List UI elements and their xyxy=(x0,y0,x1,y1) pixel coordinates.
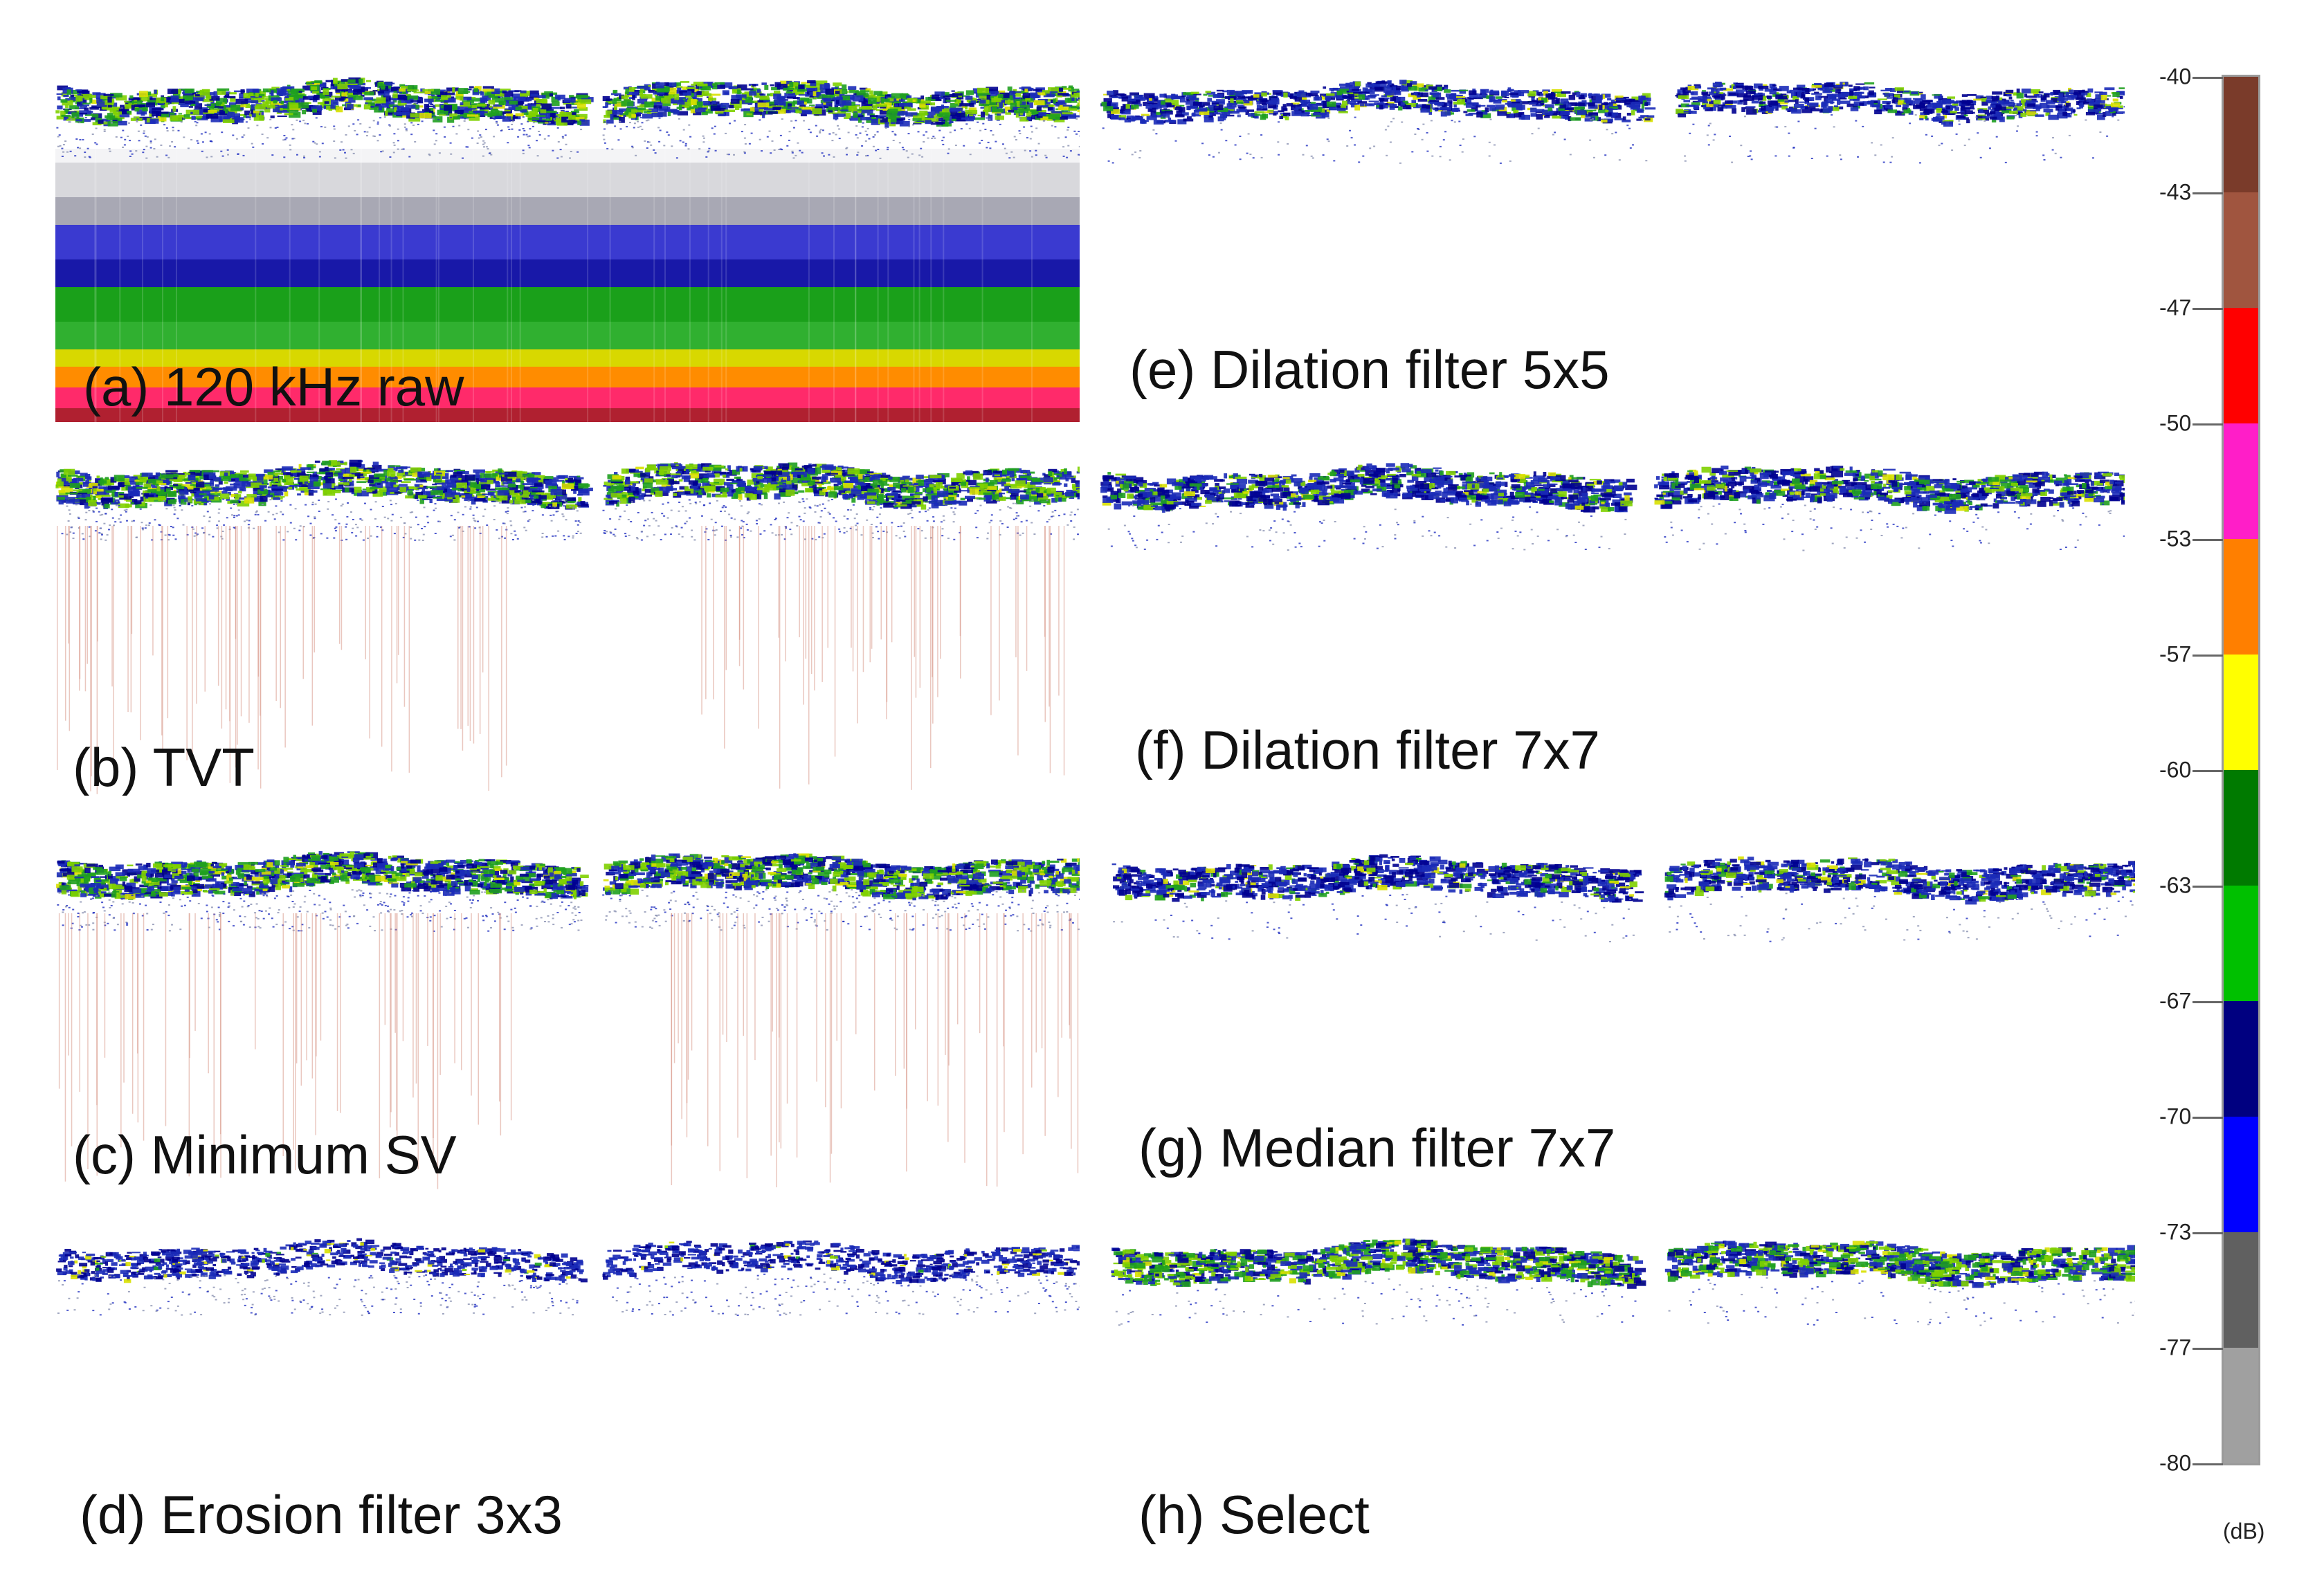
colorbar-segment xyxy=(2224,1117,2258,1232)
colorbar-tick xyxy=(2193,1117,2223,1119)
colorbar-tick-label: -43 xyxy=(2159,179,2192,205)
colorbar-tick-label: -60 xyxy=(2159,757,2192,783)
colorbar-tick xyxy=(2193,1001,2223,1003)
colorbar-tick xyxy=(2193,423,2223,426)
colorbar-segment xyxy=(2224,886,2258,1001)
colorbar-tick xyxy=(2193,886,2223,888)
echogram-a xyxy=(55,45,1080,422)
panel-g-median-7: (g) Median filter 7x7 xyxy=(1111,816,2135,1190)
echogram-e xyxy=(1100,80,2125,164)
echogram-f xyxy=(1100,463,2125,551)
colorbar-segment xyxy=(2224,308,2258,423)
colorbar-tick-label: -77 xyxy=(2159,1335,2192,1360)
colorbar-tick-label: -57 xyxy=(2159,641,2192,667)
colorbar-tick-label: -53 xyxy=(2159,526,2192,551)
colorbar-segment xyxy=(2224,1348,2258,1463)
colorbar-unit: (dB) xyxy=(2223,1519,2265,1544)
echogram-c xyxy=(56,851,1080,1189)
panel-d-erosion: (d) Erosion filter 3x3 xyxy=(55,1214,1080,1560)
panel-a-raw: (a) 120 kHz raw xyxy=(55,45,1080,422)
colorbar-tick-label: -40 xyxy=(2159,64,2192,89)
colorbar-tick xyxy=(2193,1463,2223,1465)
panel-h-label: (h) Select xyxy=(1138,1484,1370,1545)
panel-b-tvt: (b) TVT xyxy=(55,436,1080,796)
colorbar-tick xyxy=(2193,1348,2223,1350)
colorbar-segment xyxy=(2224,770,2258,886)
panel-g-label: (g) Median filter 7x7 xyxy=(1138,1117,1616,1178)
colorbar-segment xyxy=(2224,539,2258,655)
colorbar-tick-label: -63 xyxy=(2159,872,2192,898)
colorbar xyxy=(2222,75,2260,1465)
panel-d-label: (d) Erosion filter 3x3 xyxy=(80,1484,563,1545)
colorbar-segment xyxy=(2224,1001,2258,1117)
colorbar-tick-label: -80 xyxy=(2159,1450,2192,1476)
colorbar-tick-label: -50 xyxy=(2159,410,2192,436)
panel-e-dilation-5: (e) Dilation filter 5x5 xyxy=(1100,45,2125,419)
colorbar-segment xyxy=(2224,1232,2258,1348)
colorbar-tick xyxy=(2193,1232,2223,1234)
colorbar-tick xyxy=(2193,655,2223,657)
panel-c-minimum-sv: (c) Minimum SV xyxy=(55,816,1080,1190)
colorbar-segment xyxy=(2224,77,2258,192)
colorbar-tick xyxy=(2193,77,2223,79)
echogram-d xyxy=(56,1238,1080,1316)
echogram-h xyxy=(1111,1238,2135,1326)
panel-e-label: (e) Dilation filter 5x5 xyxy=(1129,339,1610,400)
panel-h-select: (h) Select xyxy=(1111,1197,2135,1560)
colorbar-tick-label: -67 xyxy=(2159,988,2192,1014)
colorbar-tick xyxy=(2193,192,2223,194)
colorbar-segment xyxy=(2224,423,2258,539)
panel-b-label: (b) TVT xyxy=(73,737,255,796)
echogram-g xyxy=(1111,854,2135,942)
panel-c-label: (c) Minimum SV xyxy=(73,1124,457,1185)
panel-f-dilation-7: (f) Dilation filter 7x7 xyxy=(1100,426,2125,789)
echogram-b xyxy=(55,459,1080,794)
colorbar-tick xyxy=(2193,539,2223,541)
colorbar-segment xyxy=(2224,655,2258,770)
colorbar-tick-label: -47 xyxy=(2159,295,2192,320)
panel-f-label: (f) Dilation filter 7x7 xyxy=(1135,720,1600,780)
colorbar-tick-label: -70 xyxy=(2159,1104,2192,1129)
colorbar-tick xyxy=(2193,308,2223,310)
colorbar-tick-label: -73 xyxy=(2159,1219,2192,1245)
colorbar-segment xyxy=(2224,192,2258,308)
panel-a-label: (a) 120 kHz raw xyxy=(83,356,464,417)
colorbar-tick xyxy=(2193,770,2223,772)
